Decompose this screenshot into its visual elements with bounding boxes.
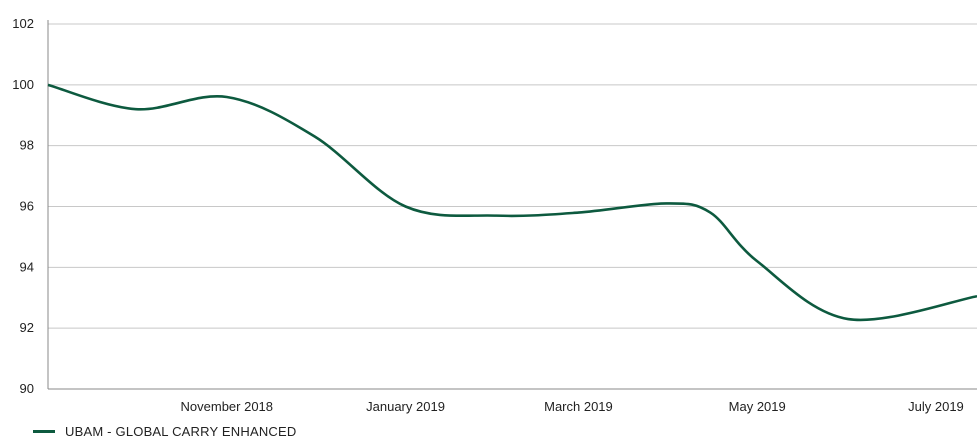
- x-tick-label: July 2019: [908, 399, 964, 414]
- y-tick-label: 90: [20, 381, 34, 396]
- y-tick-label: 100: [12, 77, 34, 92]
- series-line: [47, 83, 977, 322]
- y-tick-label: 96: [20, 199, 34, 214]
- legend: UBAM - GLOBAL CARRY ENHANCED: [33, 424, 296, 439]
- x-tick-label: November 2018: [181, 399, 274, 414]
- gridlines: [48, 23, 977, 390]
- x-tick-label: May 2019: [729, 399, 786, 414]
- legend-label: UBAM - GLOBAL CARRY ENHANCED: [65, 424, 297, 439]
- x-tick-label: January 2019: [366, 399, 445, 414]
- x-axis-ticks: November 2018 January 2019 March 2019 May 2…: [181, 399, 964, 414]
- y-tick-label: 94: [20, 259, 34, 274]
- legend-swatch: [33, 430, 55, 433]
- y-tick-label: 92: [20, 320, 34, 335]
- x-tick-label: March 2019: [544, 399, 613, 414]
- series-layer: [47, 83, 977, 322]
- y-tick-label: 102: [12, 16, 34, 31]
- y-tick-label: 98: [20, 138, 34, 153]
- y-axis-ticks: 90 92 94 96 98 100 102: [12, 16, 34, 396]
